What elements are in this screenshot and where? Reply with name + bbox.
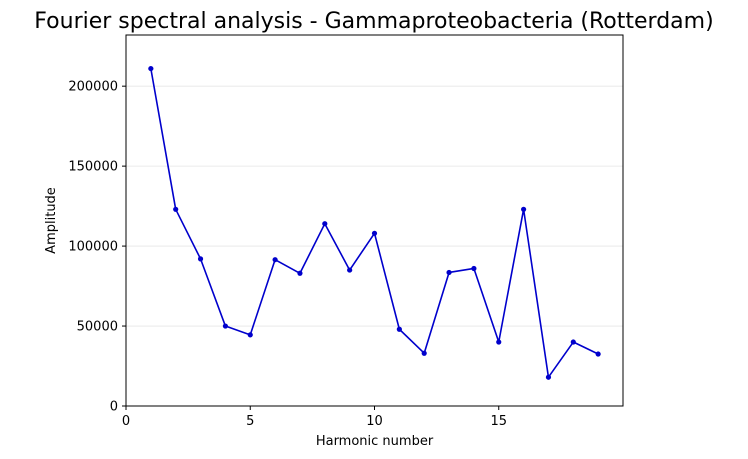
data-point bbox=[446, 269, 452, 276]
y-axis: 0 50000 100000 150000 200000 bbox=[68, 80, 126, 415]
data-point bbox=[347, 267, 353, 273]
data-point bbox=[595, 351, 601, 357]
data-point bbox=[173, 206, 179, 212]
y-tick-label: 0 bbox=[110, 400, 118, 415]
data-point bbox=[521, 206, 527, 212]
y-tick-label: 100000 bbox=[68, 240, 118, 255]
x-axis-label: Harmonic number bbox=[316, 434, 434, 449]
data-point bbox=[222, 323, 228, 329]
y-tick-label: 200000 bbox=[68, 80, 118, 95]
x-tick-label: 5 bbox=[246, 414, 254, 429]
x-axis: 0 5 10 15 bbox=[122, 406, 507, 429]
x-tick-label: 15 bbox=[490, 414, 507, 429]
data-point bbox=[371, 230, 378, 236]
data-point bbox=[297, 270, 303, 276]
y-tick-label: 50000 bbox=[77, 320, 118, 335]
x-tick-label: 0 bbox=[122, 414, 130, 429]
data-point bbox=[396, 326, 402, 332]
data-point bbox=[471, 265, 477, 272]
chart-title: Fourier spectral analysis - Gammaproteob… bbox=[34, 9, 713, 34]
x-tick-label: 10 bbox=[366, 414, 383, 429]
data-point bbox=[197, 256, 204, 262]
data-point bbox=[421, 350, 427, 356]
series-layer bbox=[148, 65, 601, 380]
data-point bbox=[272, 257, 278, 263]
y-axis-label: Amplitude bbox=[44, 187, 59, 254]
data-point bbox=[322, 221, 328, 227]
data-point bbox=[247, 332, 253, 338]
data-point bbox=[570, 339, 576, 345]
y-tick-label: 150000 bbox=[68, 160, 118, 175]
data-point bbox=[148, 65, 154, 72]
data-point bbox=[545, 374, 552, 380]
data-point bbox=[496, 339, 502, 345]
